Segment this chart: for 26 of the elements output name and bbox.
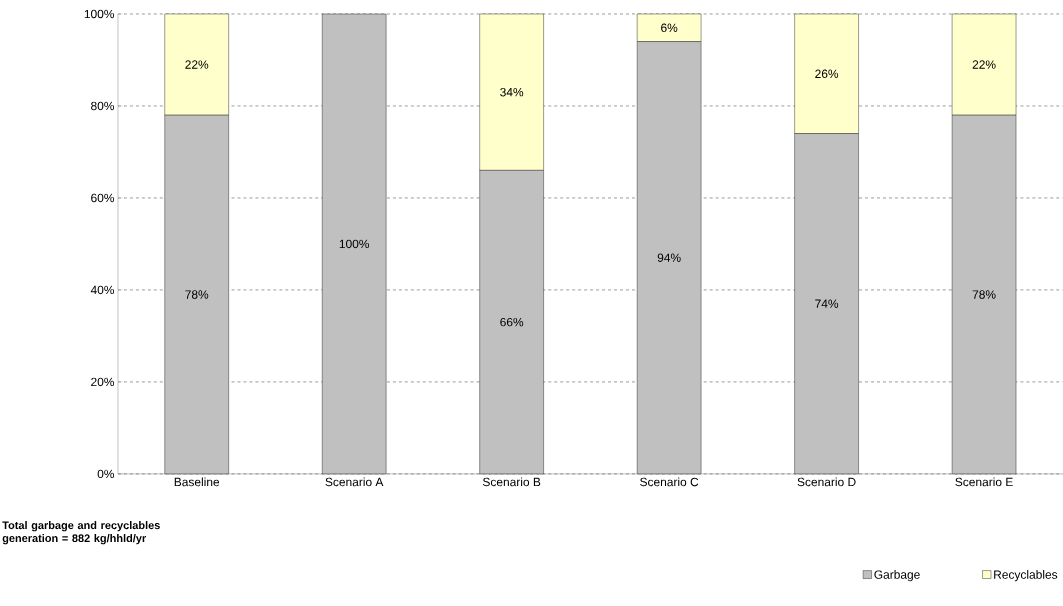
y-tick-label: 40%: [90, 285, 115, 295]
x-tick-label: Scenario C: [640, 477, 699, 487]
text: Total garbage and recyclables generation = 882 kg/hhld/yr: [2, 521, 160, 545]
x-tick-label: Baseline: [174, 477, 220, 487]
data-label: 34%: [500, 88, 524, 97]
data-label: 66%: [500, 317, 524, 327]
data-label: 78%: [972, 290, 996, 299]
x-tick-label: Scenario A: [325, 477, 384, 487]
data-label: 26%: [815, 69, 839, 79]
data-label: 94%: [657, 253, 681, 263]
y-tick-label: 100%: [84, 9, 115, 19]
x-tick-label: Scenario E: [955, 477, 1013, 487]
legend-label: Recyclables: [994, 570, 1058, 582]
legend-label: Garbage: [874, 570, 920, 582]
data-label: 22%: [972, 60, 996, 69]
data-label: 74%: [815, 299, 839, 308]
y-tick-label: 60%: [91, 193, 115, 203]
y-tick-label: 80%: [91, 101, 115, 111]
data-label: 100%: [339, 239, 370, 249]
y-tick-label: 20%: [91, 377, 115, 387]
x-tick-label: Scenario D: [797, 477, 856, 487]
x-tick-label: Scenario B: [482, 477, 541, 487]
data-label: 6%: [661, 23, 678, 33]
data-label: 22%: [185, 60, 209, 69]
y-tick-label: 0%: [97, 469, 115, 479]
data-label: 78%: [185, 290, 209, 299]
